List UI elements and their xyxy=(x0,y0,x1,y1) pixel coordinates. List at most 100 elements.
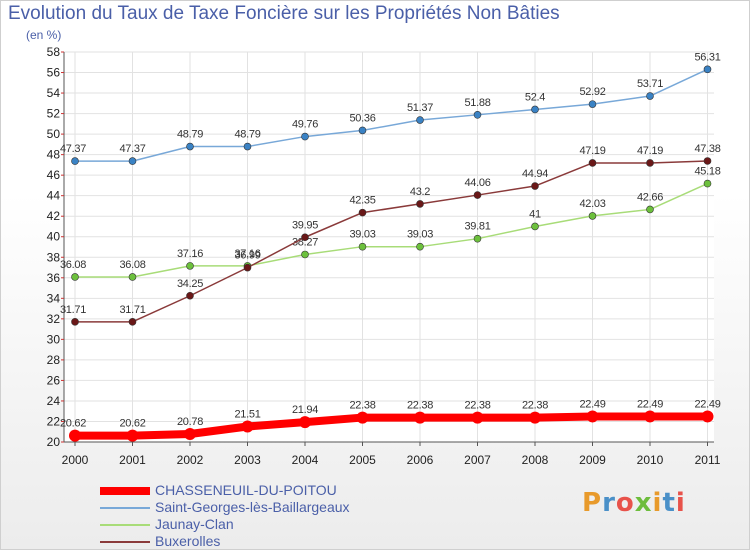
data-point xyxy=(301,250,309,259)
data-point xyxy=(358,242,367,251)
data-point xyxy=(473,234,482,243)
data-label: 43.2 xyxy=(410,186,430,198)
y-tick-label: 44 xyxy=(47,189,61,203)
y-tick-label: 26 xyxy=(47,373,61,387)
data-point xyxy=(243,142,252,151)
logo-letter: x xyxy=(634,488,653,518)
data-point xyxy=(646,205,654,214)
data-label: 42.66 xyxy=(637,191,663,203)
data-label: 37.16 xyxy=(177,248,203,260)
data-point xyxy=(588,100,597,108)
x-tick-label: 2010 xyxy=(637,453,664,467)
data-point xyxy=(416,200,424,208)
data-point xyxy=(71,273,79,281)
data-point xyxy=(356,411,369,424)
data-label: 56.31 xyxy=(694,51,720,63)
data-label: 22.49 xyxy=(579,398,605,410)
y-tick-label: 54 xyxy=(47,86,61,100)
data-label: 50.36 xyxy=(349,112,375,124)
x-tick-label: 2007 xyxy=(464,453,491,467)
y-tick-label: 32 xyxy=(47,312,61,326)
y-tick-label: 48 xyxy=(47,148,61,162)
data-label: 52.92 xyxy=(579,86,605,98)
data-point xyxy=(531,105,539,114)
series-line xyxy=(74,68,709,162)
logo-letter: o xyxy=(615,488,635,518)
series-line xyxy=(71,412,712,440)
data-label: 48.79 xyxy=(234,129,260,141)
y-tick-label: 28 xyxy=(47,353,61,367)
data-label: 22.38 xyxy=(464,400,490,412)
data-point xyxy=(128,157,137,165)
data-point xyxy=(186,262,194,270)
data-point xyxy=(588,159,597,167)
x-tick-label: 2011 xyxy=(695,453,721,467)
data-label: 39.03 xyxy=(407,229,433,241)
data-label: 47.37 xyxy=(119,143,145,155)
legend-label: CHASSENEUIL-DU-POITOU xyxy=(155,482,337,498)
logo-letter: P xyxy=(582,488,603,518)
logo-letter: i xyxy=(675,488,686,518)
data-label: 38.27 xyxy=(292,236,318,248)
y-tick-label: 30 xyxy=(47,332,61,346)
y-axis-unit: (en %) xyxy=(26,28,62,42)
data-label: 20.62 xyxy=(119,418,145,430)
data-label: 48.79 xyxy=(177,129,203,141)
legend-swatch xyxy=(100,524,150,526)
data-point xyxy=(358,126,367,135)
x-tick-label: 2008 xyxy=(522,453,549,467)
data-point xyxy=(531,182,539,190)
x-tick-label: 2004 xyxy=(292,453,319,467)
x-tick-label: 2002 xyxy=(177,453,204,467)
data-label: 44.06 xyxy=(464,177,490,189)
data-label: 20.78 xyxy=(177,416,203,428)
y-tick-label: 58 xyxy=(47,45,61,59)
data-point xyxy=(126,429,139,442)
data-label: 44.94 xyxy=(522,168,548,180)
data-label: 53.71 xyxy=(637,78,663,90)
legend-label: Buxerolles xyxy=(155,533,221,549)
data-point xyxy=(186,291,194,300)
y-tick-label: 38 xyxy=(47,250,61,264)
x-tick-label: 2000 xyxy=(62,453,89,467)
legend-swatch xyxy=(100,487,150,495)
data-label: 22.38 xyxy=(349,400,375,412)
data-label: 20.62 xyxy=(60,418,86,430)
data-label: 47.37 xyxy=(60,143,86,155)
data-point xyxy=(646,159,654,167)
data-point xyxy=(71,157,79,165)
x-tick-label: 2006 xyxy=(407,453,434,467)
series-jaunay-clan: 36.08 36.08 37.16 37.16 38.27 39.03 39.03 39.81… xyxy=(60,166,721,281)
x-tick-label: 2001 xyxy=(119,453,146,467)
series-chasseneuil-du-poitou: 20.62 20.62 20.78 21.51 21.94 22.38 22.38 22.38… xyxy=(60,398,721,442)
series-line xyxy=(74,182,709,278)
data-point xyxy=(644,410,656,423)
data-label: 31.71 xyxy=(60,304,86,316)
legend-swatch xyxy=(100,541,150,543)
data-label: 22.38 xyxy=(407,400,433,412)
data-point xyxy=(531,222,539,231)
data-point xyxy=(299,416,311,429)
data-label: 42.03 xyxy=(579,198,605,210)
logo-letter: i xyxy=(652,488,663,518)
data-point xyxy=(701,410,714,423)
x-tick-label: 2009 xyxy=(579,453,606,467)
data-point xyxy=(128,318,137,326)
data-point xyxy=(416,116,424,124)
data-label: 31.71 xyxy=(119,304,145,316)
data-point xyxy=(416,242,424,251)
data-label: 51.37 xyxy=(407,102,433,114)
data-label: 41 xyxy=(529,208,541,220)
data-label: 34.25 xyxy=(177,278,203,290)
y-tick-label: 56 xyxy=(47,66,61,80)
y-tick-label: 42 xyxy=(47,209,61,223)
data-point xyxy=(414,411,426,424)
y-tick-label: 22 xyxy=(47,414,61,428)
data-label: 51.88 xyxy=(464,97,490,109)
data-label: 39.95 xyxy=(292,219,318,231)
x-tick-label: 2005 xyxy=(349,453,376,467)
y-tick-label: 36 xyxy=(47,271,61,285)
data-point xyxy=(529,411,541,424)
legend-swatch xyxy=(100,507,150,509)
